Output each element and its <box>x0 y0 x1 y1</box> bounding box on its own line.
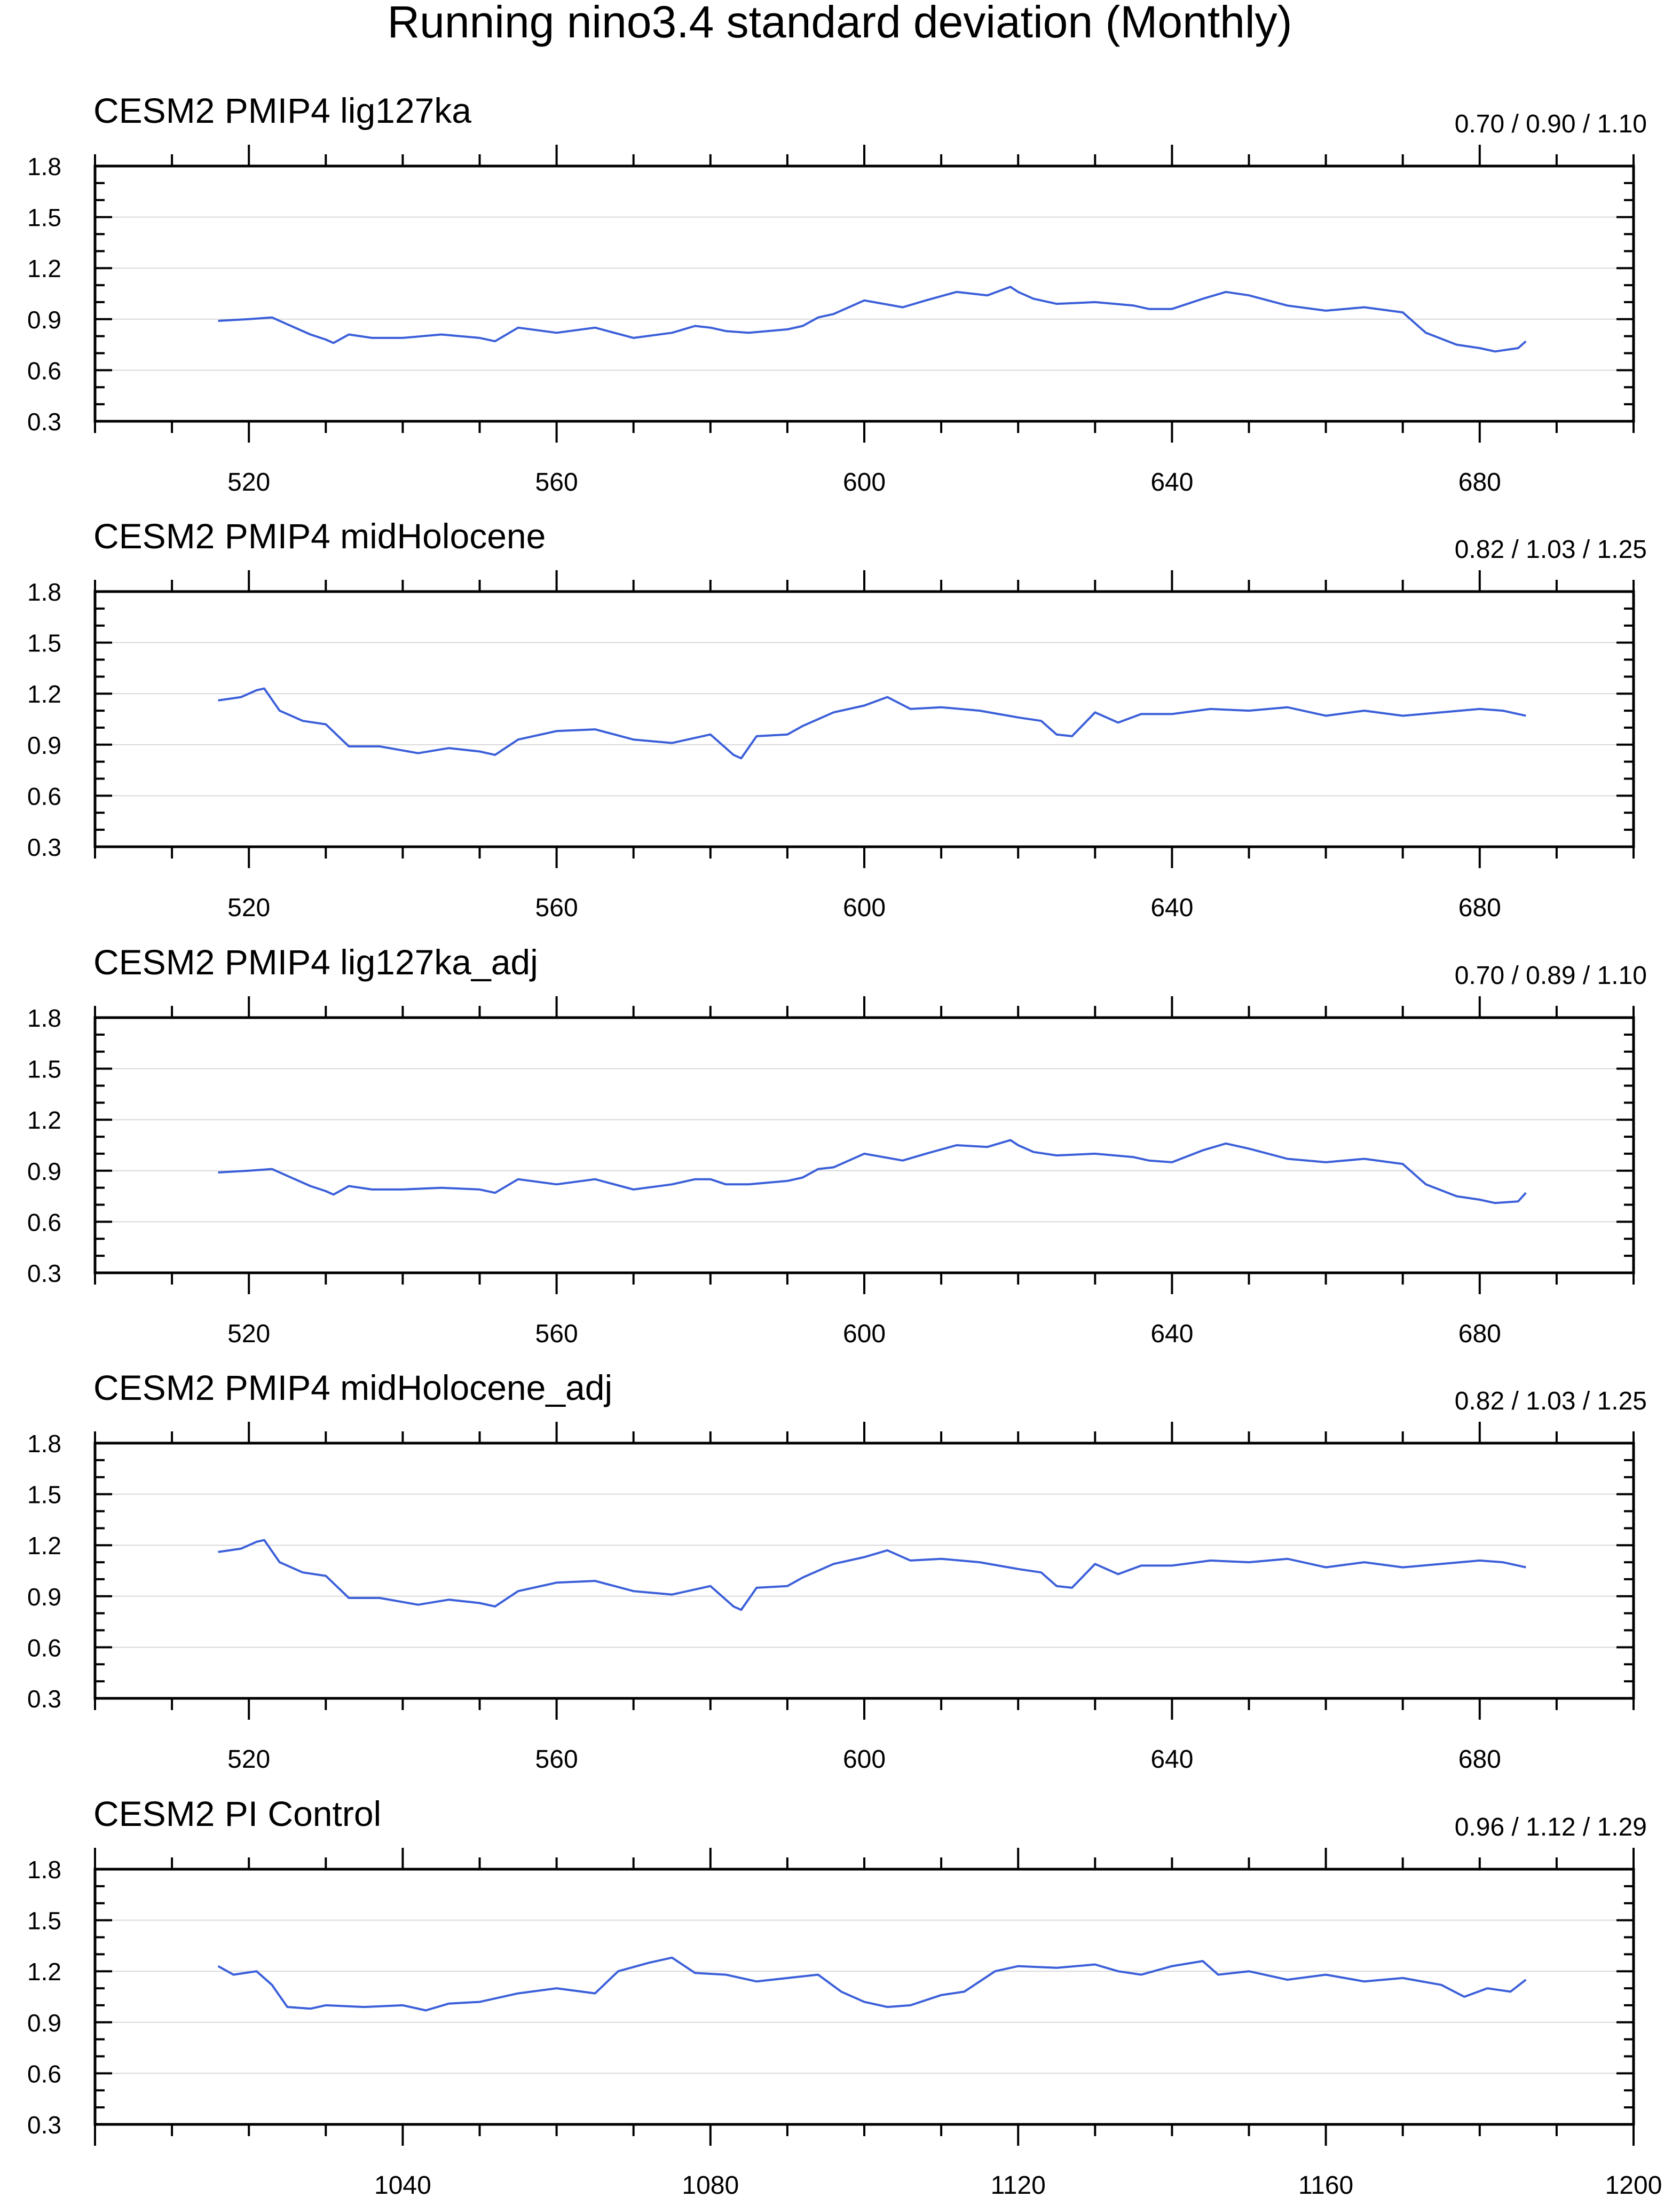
x-tick-label: 1080 <box>682 2171 739 2200</box>
x-tick-label: 560 <box>535 1745 578 1774</box>
y-tick-label: 0.3 <box>27 833 61 861</box>
plot-area: 0.3 0.6 0.9 1.2 1.5 1.8 520 560 600 640 680 <box>27 1422 1635 1774</box>
panel-stats: 0.70 / 0.90 / 1.10 <box>1455 110 1647 138</box>
y-tick-label: 1.5 <box>27 1907 61 1935</box>
panel-1: CESM2 PMIP4 lig127ka 0.70 / 0.90 / 1.10 … <box>27 91 1647 497</box>
x-tick-label: 640 <box>1150 1745 1193 1774</box>
plot-frame <box>93 590 1635 848</box>
y-tick-label: 0.3 <box>27 1259 61 1287</box>
y-tick-label: 0.6 <box>27 357 61 384</box>
figure-title: Running nino3.4 standard deviation (Mont… <box>387 0 1292 47</box>
plot-area: 0.3 0.6 0.9 1.2 1.5 1.8 520 560 600 640 680 <box>27 996 1635 1348</box>
y-tick-label: 0.3 <box>27 408 61 436</box>
y-tick-label: 1.8 <box>27 1856 61 1884</box>
x-tick-label: 600 <box>843 468 886 497</box>
y-tick-label: 1.2 <box>27 1532 61 1560</box>
y-tick-label: 0.3 <box>27 2111 61 2139</box>
x-tick-label: 600 <box>843 1745 886 1774</box>
y-tick-label: 0.6 <box>27 1634 61 1661</box>
panel-3: CESM2 PMIP4 lig127ka_adj 0.70 / 0.89 / 1… <box>27 942 1647 1348</box>
panel-title: CESM2 PMIP4 midHolocene <box>93 516 546 556</box>
x-tick-label: 640 <box>1150 1320 1193 1348</box>
panel-title: CESM2 PMIP4 lig127ka_adj <box>93 942 538 982</box>
x-tick-label: 560 <box>535 468 578 497</box>
x-tick-label: 520 <box>227 1320 270 1348</box>
x-tick-label: 1160 <box>1298 2171 1353 2200</box>
panel-5: CESM2 PI Control 0.96 / 1.12 / 1.29 0.30… <box>27 1794 1662 2200</box>
panel-title: CESM2 PMIP4 lig127ka <box>93 91 471 130</box>
x-tick-label: 640 <box>1150 894 1193 922</box>
panel-stats: 0.82 / 1.03 / 1.25 <box>1455 536 1647 564</box>
x-tick-label: 520 <box>227 894 270 922</box>
series-line <box>218 687 1526 760</box>
y-tick-label: 1.5 <box>27 629 61 657</box>
x-tick-label: 520 <box>227 468 270 497</box>
x-tick-label: 560 <box>535 894 578 922</box>
series-line <box>218 1139 1527 1204</box>
x-tick-label: 680 <box>1458 1320 1501 1348</box>
plot-frame <box>93 1868 1635 2126</box>
y-tick-label: 1.8 <box>27 578 61 606</box>
y-tick-label: 0.9 <box>27 2009 61 2037</box>
x-tick-label: 520 <box>227 1745 270 1774</box>
plot-frame <box>93 1442 1635 1700</box>
y-tick-label: 0.6 <box>27 782 61 810</box>
plot-area: 0.3 0.6 0.9 1.2 1.5 1.8 520 560 600 640 680 <box>27 570 1635 922</box>
y-tick-label: 1.8 <box>27 1004 61 1032</box>
panel-stats: 0.96 / 1.12 / 1.29 <box>1455 1813 1647 1841</box>
x-tick-label: 680 <box>1458 1745 1501 1774</box>
y-tick-label: 1.2 <box>27 1106 61 1134</box>
plot-area: 0.3 0.6 0.9 1.2 1.5 1.8 1040 1080 1120 1160 1200 <box>27 1848 1662 2200</box>
panel-title: CESM2 PI Control <box>93 1794 381 1833</box>
y-tick-label: 0.6 <box>27 1208 61 1236</box>
y-tick-label: 1.2 <box>27 1958 61 1986</box>
y-tick-label: 0.9 <box>27 1583 61 1611</box>
x-tick-label: 680 <box>1458 468 1501 497</box>
y-tick-label: 0.9 <box>27 1157 61 1185</box>
y-tick-label: 1.2 <box>27 255 61 282</box>
y-tick-label: 0.6 <box>27 2060 61 2088</box>
x-tick-label: 1200 <box>1605 2171 1662 2200</box>
y-tick-label: 1.5 <box>27 1056 61 1083</box>
y-tick-label: 0.9 <box>27 731 61 759</box>
y-tick-label: 1.2 <box>27 680 61 708</box>
y-tick-label: 1.5 <box>27 204 61 232</box>
plot-area: 0.3 0.6 0.9 1.2 1.5 1.8 520 560 600 640 680 <box>27 145 1635 497</box>
series-line <box>218 1539 1526 1611</box>
x-tick-label: 1040 <box>374 2171 431 2200</box>
y-tick-label: 0.3 <box>27 1685 61 1713</box>
x-tick-label: 640 <box>1150 468 1193 497</box>
series-line <box>218 286 1527 353</box>
x-tick-label: 680 <box>1458 894 1501 922</box>
panel-2: CESM2 PMIP4 midHolocene 0.82 / 1.03 / 1.… <box>27 516 1647 922</box>
panel-title: CESM2 PMIP4 midHolocene_adj <box>93 1368 612 1407</box>
y-tick-label: 1.8 <box>27 1430 61 1458</box>
x-tick-label: 600 <box>843 894 886 922</box>
y-tick-label: 1.5 <box>27 1481 61 1509</box>
y-tick-label: 1.8 <box>27 153 61 180</box>
panel-4: CESM2 PMIP4 midHolocene_adj 0.82 / 1.03 … <box>27 1368 1647 1774</box>
plot-frame <box>93 1016 1635 1274</box>
plot-frame <box>93 164 1635 423</box>
panel-stats: 0.82 / 1.03 / 1.25 <box>1455 1387 1647 1415</box>
series-line <box>217 1956 1527 2012</box>
panel-stats: 0.70 / 0.89 / 1.10 <box>1455 962 1647 990</box>
x-tick-label: 1120 <box>991 2171 1046 2200</box>
x-tick-label: 560 <box>535 1320 578 1348</box>
x-tick-label: 600 <box>843 1320 886 1348</box>
y-tick-label: 0.9 <box>27 306 61 334</box>
